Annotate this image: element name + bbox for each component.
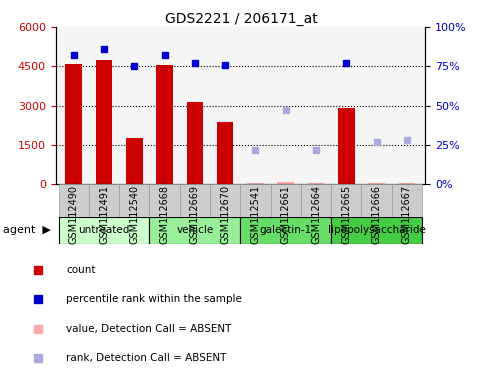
Text: galectin-1: galectin-1 [259, 225, 312, 235]
Text: GSM112668: GSM112668 [159, 185, 170, 244]
Bar [247, 183, 264, 184]
Text: GSM112540: GSM112540 [129, 185, 139, 245]
Bar [270, 184, 301, 217]
Text: GSM112665: GSM112665 [341, 185, 351, 245]
Bar [210, 184, 241, 217]
Bar [126, 137, 142, 184]
Bar [398, 183, 415, 184]
Bar [241, 217, 331, 244]
Bar [331, 184, 361, 217]
Text: GSM112666: GSM112666 [371, 185, 382, 244]
Text: GSM112490: GSM112490 [69, 185, 79, 244]
Text: percentile rank within the sample: percentile rank within the sample [67, 294, 242, 305]
Text: GSM112669: GSM112669 [190, 185, 200, 244]
Bar [119, 184, 149, 217]
Text: GSM112664: GSM112664 [311, 185, 321, 244]
Bar [217, 122, 233, 184]
Bar [58, 184, 89, 217]
Bar [392, 184, 422, 217]
Bar [277, 182, 294, 184]
Bar [186, 102, 203, 184]
Bar [368, 183, 385, 184]
Bar [301, 184, 331, 217]
Text: GSM112667: GSM112667 [402, 185, 412, 245]
Text: GSM112670: GSM112670 [220, 185, 230, 245]
Text: untreated: untreated [78, 225, 130, 235]
Bar [308, 183, 325, 184]
Bar [149, 217, 241, 244]
Bar [180, 184, 210, 217]
Text: agent  ▶: agent ▶ [3, 225, 51, 235]
Text: rank, Detection Call = ABSENT: rank, Detection Call = ABSENT [67, 353, 227, 364]
Text: GSM112491: GSM112491 [99, 185, 109, 244]
Bar [338, 108, 355, 184]
Bar [156, 65, 173, 184]
Bar [331, 217, 422, 244]
Text: value, Detection Call = ABSENT: value, Detection Call = ABSENT [67, 324, 232, 334]
Bar [241, 184, 270, 217]
Bar [149, 184, 180, 217]
Text: lipopolysaccharide: lipopolysaccharide [327, 225, 426, 235]
Bar [96, 60, 113, 184]
Text: vehicle: vehicle [176, 225, 213, 235]
Text: GSM112541: GSM112541 [251, 185, 260, 245]
Bar [89, 184, 119, 217]
Bar [361, 184, 392, 217]
Bar [58, 217, 149, 244]
Text: GSM112661: GSM112661 [281, 185, 291, 244]
Text: count: count [67, 265, 96, 275]
Text: GDS2221 / 206171_at: GDS2221 / 206171_at [165, 12, 318, 25]
Bar [65, 64, 82, 184]
